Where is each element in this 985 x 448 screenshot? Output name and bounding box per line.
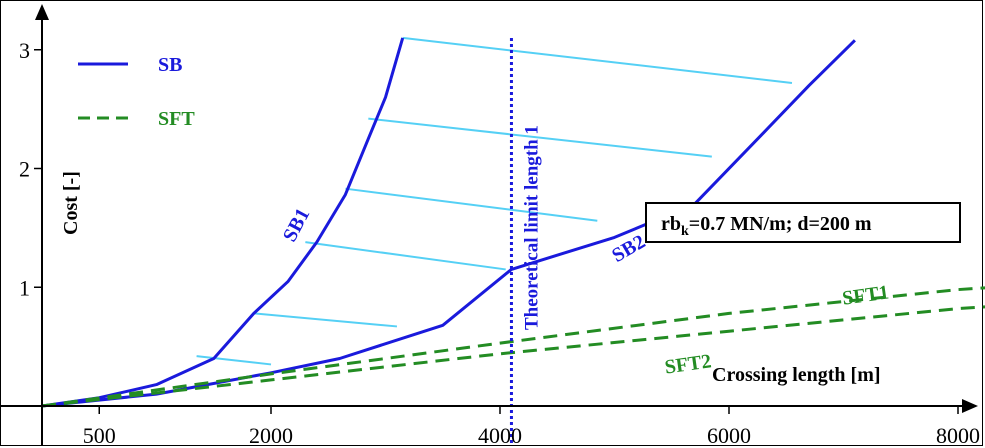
tick-labels: 500 2000 4000 6000 8000 1 2 3 <box>19 38 980 448</box>
y-tick-label: 3 <box>19 38 30 63</box>
y-tick-label: 2 <box>19 157 30 182</box>
axes <box>0 4 978 446</box>
hatch-line <box>305 241 506 271</box>
series-lines <box>41 37 985 446</box>
annotation-box: rbk=0.7 MN/m; d=200 m <box>645 202 961 243</box>
series-label-sb1: SB1 <box>279 205 315 246</box>
legend-sb-label: SB <box>158 54 182 76</box>
legend: SB SFT <box>78 54 195 130</box>
y-axis-title: Cost [-] <box>60 171 82 235</box>
annotation-border <box>645 202 961 243</box>
series-line-sb1 <box>41 37 405 408</box>
series-line-sft1 <box>41 286 985 408</box>
series-label-sft2: SFT2 <box>663 350 712 378</box>
series-label-sft1: SFT1 <box>841 281 890 309</box>
series-line-sb2 <box>41 39 856 408</box>
vertical-limit-label: Theoretical limit length 1 <box>521 125 542 330</box>
annotation-text: rbk=0.7 MN/m; d=200 m <box>661 213 872 239</box>
hatch-line <box>402 36 793 84</box>
x-tick-label: 2000 <box>249 423 293 448</box>
x-tick-label: 6000 <box>707 423 751 448</box>
hatch-line <box>345 187 598 222</box>
hatch-lines <box>196 36 793 366</box>
legend-sft-label: SFT <box>158 108 195 130</box>
x-axis-title: Crossing length [m] <box>712 364 881 386</box>
hatch-line <box>253 312 398 328</box>
series-line-sft2 <box>41 305 985 408</box>
theoretical-limit-label: Theoretical limit length 1 <box>521 125 542 330</box>
hatch-line <box>368 117 712 158</box>
x-tick-label: 8000 <box>936 423 980 448</box>
x-tick-label: 500 <box>83 423 116 448</box>
hatch-line <box>196 355 272 366</box>
y-axis-arrow <box>35 4 49 20</box>
x-axis-arrow <box>962 399 978 413</box>
x-tick-label: 4000 <box>478 423 522 448</box>
y-tick-label: 1 <box>19 275 30 300</box>
